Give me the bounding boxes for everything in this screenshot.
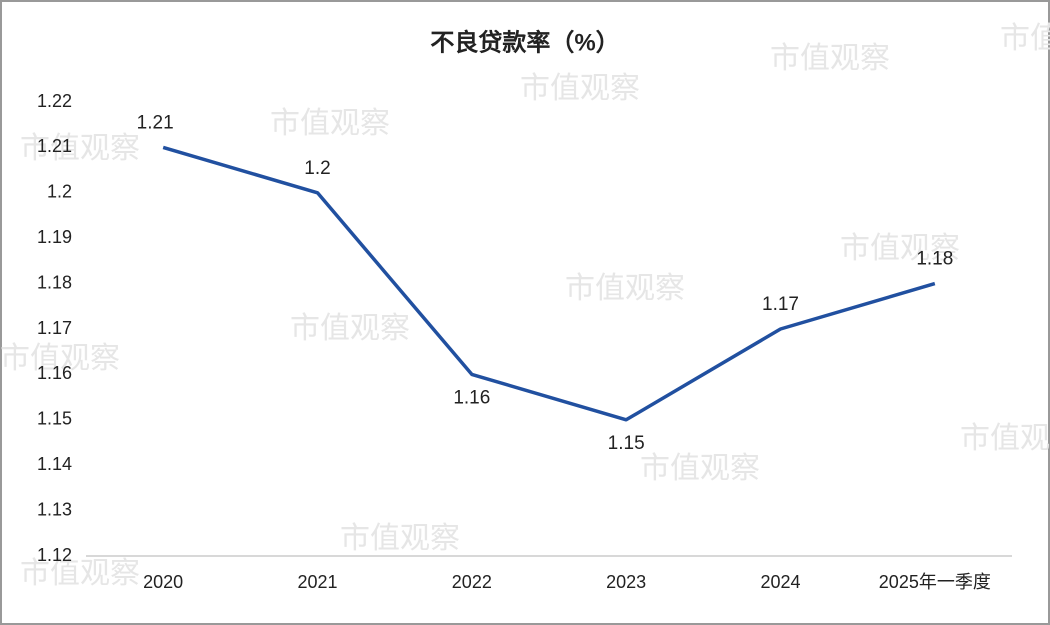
data-label: 1.16 (453, 387, 490, 408)
y-tick-label: 1.18 (37, 272, 72, 292)
data-label: 1.17 (762, 294, 799, 315)
watermark: 市值观察 (770, 42, 890, 75)
y-tick-label: 1.2 (47, 182, 72, 202)
watermark: 市值观察 (340, 522, 460, 555)
watermark: 市值观察 (20, 557, 140, 590)
watermark: 市值观察 (0, 342, 120, 375)
data-label: 1.15 (608, 433, 645, 454)
data-label: 1.21 (137, 112, 174, 133)
data-label: 1.2 (304, 158, 330, 179)
y-tick-label: 1.19 (37, 227, 72, 247)
y-tick-label: 1.22 (37, 91, 72, 111)
watermark: 市值观察 (840, 232, 960, 265)
y-tick-label: 1.13 (37, 499, 72, 519)
line (162, 145, 936, 422)
x-tick-label: 2024 (760, 572, 800, 592)
y-tick-label: 1.16 (37, 363, 72, 383)
y-tick-label: 1.14 (37, 454, 72, 474)
watermark: 市值观察 (520, 72, 640, 105)
x-tick-label: 2022 (452, 572, 492, 592)
watermark: 市值观察 (960, 422, 1050, 455)
y-tick-label: 1.12 (37, 545, 72, 565)
y-tick-label: 1.15 (37, 409, 72, 429)
watermarks: 市值观察市值观察市值观察市值观察市值观察市值观察市值观察市值观察市值观察市值观察… (0, 22, 1050, 590)
watermark: 市值观察 (640, 452, 760, 485)
watermark: 市值观察 (290, 312, 410, 345)
data-label: 1.18 (916, 249, 953, 270)
watermark: 市值观察 (270, 107, 390, 140)
watermark: 市值观察 (1000, 22, 1050, 55)
x-tick-label: 2023 (606, 572, 646, 592)
y-tick-label: 1.21 (37, 136, 72, 156)
x-tick-label: 2025年一季度 (879, 572, 991, 592)
y-tick-label: 1.17 (37, 318, 72, 338)
watermark: 市值观察 (20, 132, 140, 165)
watermark: 市值观察 (565, 272, 685, 305)
x-tick-label: 2020 (143, 572, 183, 592)
chart-title: 不良贷款率（%） (430, 28, 619, 56)
x-tick-label: 2021 (297, 572, 337, 592)
